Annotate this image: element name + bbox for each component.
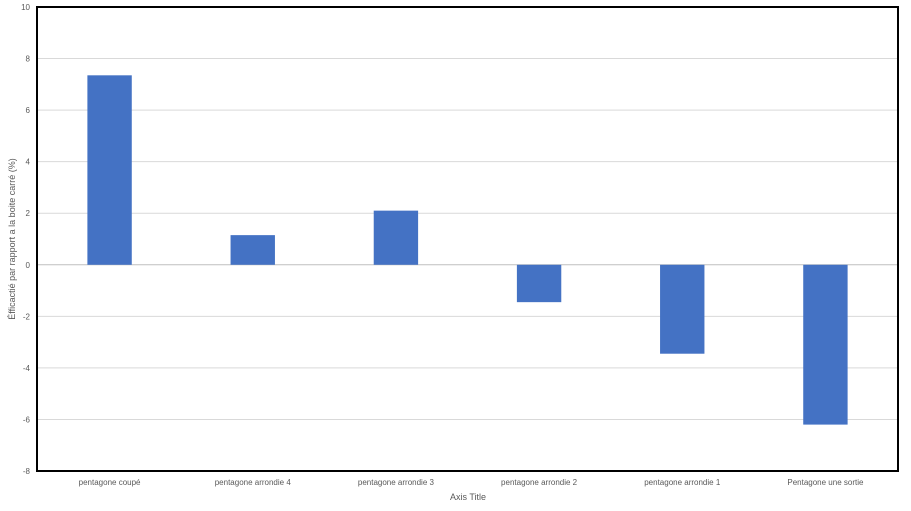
- gridlines: [38, 58, 897, 420]
- x-tick-label: pentagone arrondie 1: [644, 478, 721, 487]
- bar: [803, 264, 848, 425]
- y-tick-label: -8: [23, 467, 31, 476]
- bars: [87, 75, 848, 425]
- x-tick-label: Pentagone une sortie: [787, 478, 864, 487]
- y-tick-label: 2: [26, 209, 31, 218]
- y-tick-label: 10: [21, 3, 30, 12]
- bar: [660, 264, 705, 354]
- x-tick-label: pentagone coupé: [79, 478, 141, 487]
- y-axis-title: Éfficactié par rapport a la boite carré …: [7, 158, 17, 319]
- bar: [373, 210, 419, 265]
- bar: [230, 235, 275, 265]
- y-tick-label: -2: [23, 312, 31, 321]
- y-tick-label: 6: [26, 106, 31, 115]
- x-tick-labels: pentagone coupé pentagone arrondie 4 penta…: [79, 478, 864, 487]
- x-tick-label: pentagone arrondie 3: [358, 478, 435, 487]
- y-tick-label: 4: [26, 158, 31, 167]
- bar: [516, 264, 562, 303]
- y-tick-labels: -8 -6 -4 -2 0 2 4 6 8 10: [21, 3, 30, 476]
- bar: [87, 75, 132, 265]
- x-axis-title: Axis Title: [450, 492, 486, 502]
- y-tick-label: -6: [23, 415, 31, 424]
- x-tick-label: pentagone arrondie 2: [501, 478, 578, 487]
- y-tick-label: 8: [26, 55, 31, 64]
- y-tick-label: -4: [23, 364, 31, 373]
- x-tick-label: pentagone arrondie 4: [215, 478, 292, 487]
- y-tick-label: 0: [26, 261, 31, 270]
- plot-frame: [36, 6, 899, 472]
